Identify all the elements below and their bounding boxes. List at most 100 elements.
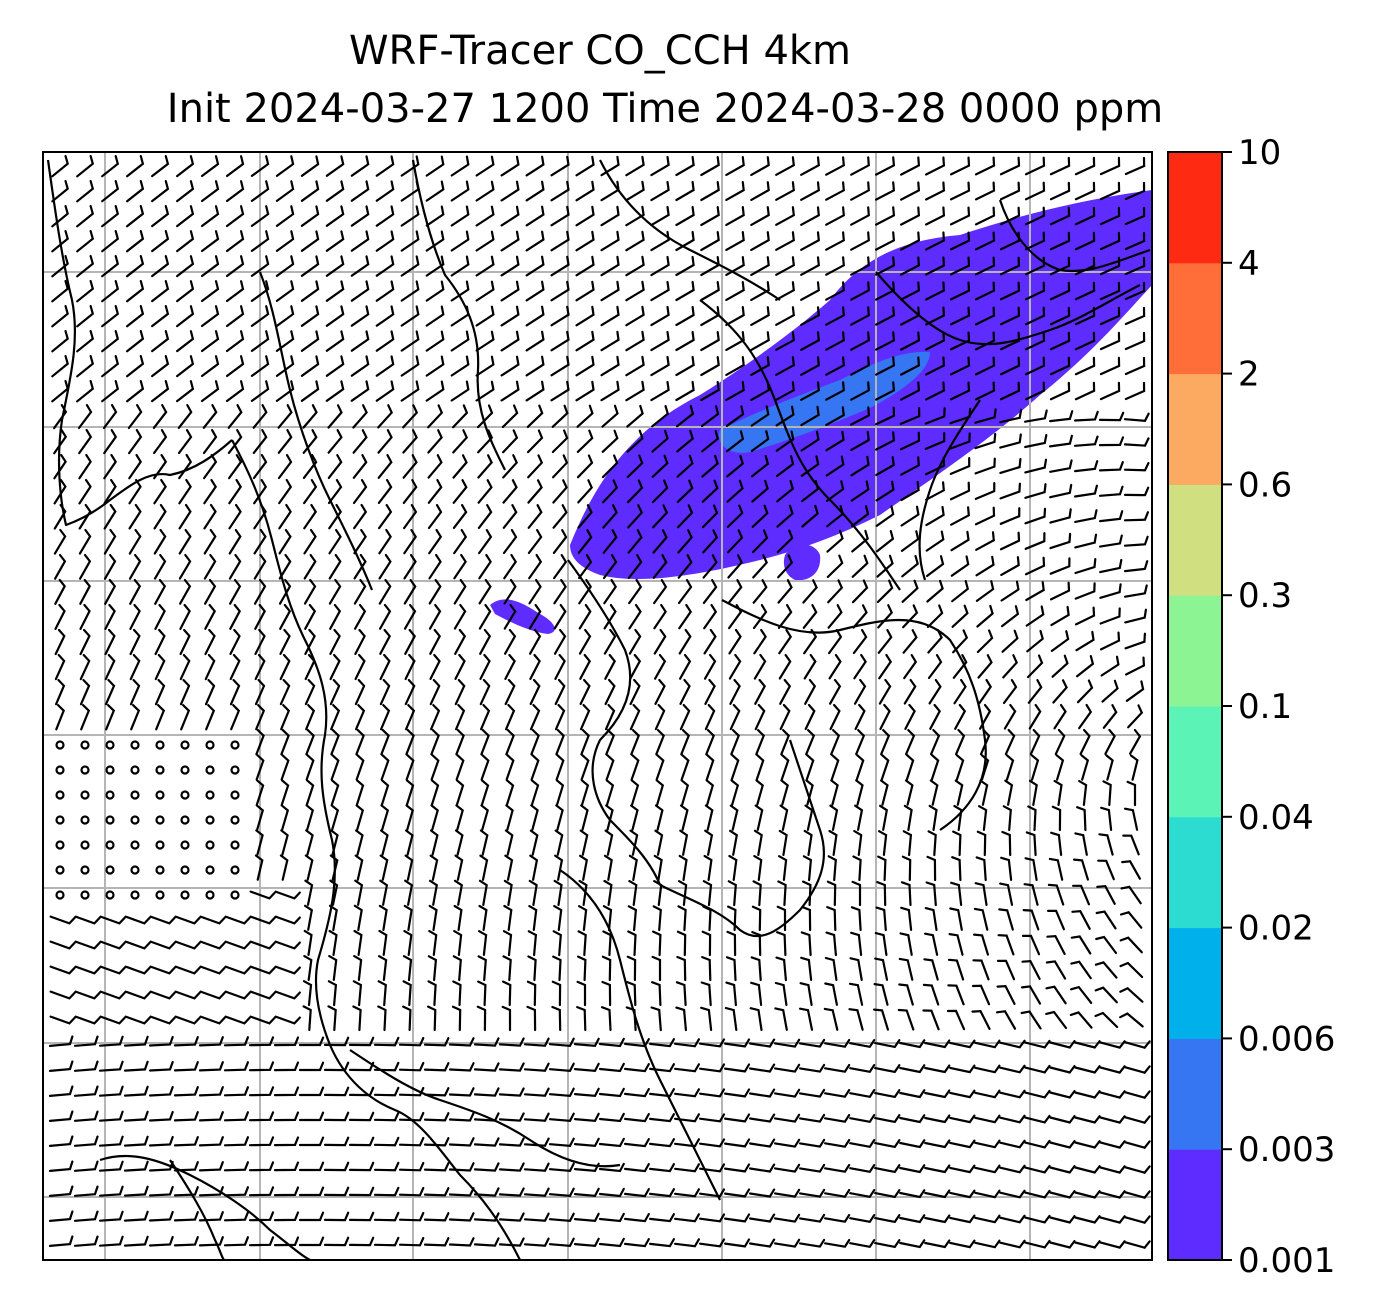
wind-barb [373,1211,400,1222]
wind-barb [800,256,820,276]
wind-barb [855,754,865,781]
wind-barb [874,1089,901,1099]
wind-barb [1051,805,1062,832]
wind-barb [98,1110,124,1122]
wind-barb [249,890,276,900]
wind-barb [1119,961,1144,979]
wind-barb [1045,985,1067,1005]
wind-barb [900,505,920,527]
wind-barb [1124,1065,1151,1074]
wind-barb [600,205,620,227]
wind-barb [1074,331,1096,351]
wind-barb [873,983,889,1006]
calm-wind-marker [230,765,240,775]
wind-barb [398,1211,425,1222]
wind-barb [173,1111,199,1122]
colorbar-tick-label: 0.001 [1238,1241,1335,1281]
wind-barb [751,931,762,957]
wind-barb [577,529,593,554]
wind-barb [749,1238,776,1248]
wind-barb [949,356,971,376]
wind-barb [254,854,264,881]
wind-barb [223,1036,249,1047]
wind-barb [176,355,195,378]
calm-wind-marker [180,815,190,825]
wind-barb [725,405,745,427]
wind-barb [578,905,588,931]
wind-barb [775,331,795,351]
wind-barb [353,929,363,956]
wind-barb [573,1212,600,1223]
wind-barb [629,653,642,680]
wind-barb [1049,381,1071,401]
wind-barb [1002,805,1012,832]
wind-barb [651,479,669,504]
wind-barb [224,965,251,975]
wind-barb [825,231,845,251]
wind-barb [899,1039,926,1049]
wind-barb [529,703,541,731]
wind-barb [423,1087,450,1097]
wind-barb [248,1061,275,1072]
wind-barb [454,854,464,881]
wind-barb [1049,256,1071,276]
wind-barb [405,754,415,781]
wind-barb [1095,910,1117,930]
wind-barb [428,603,442,630]
wind-barb [922,1009,940,1031]
wind-barb [501,1005,512,1032]
wind-barb [999,433,1022,449]
wind-barb [378,553,392,580]
wind-barb [200,355,220,378]
wind-barb [924,456,946,476]
wind-barb [999,331,1021,351]
wind-barb [280,779,290,806]
wind-barb [804,703,816,731]
wind-barb [1024,1039,1051,1049]
wind-barb [277,454,293,480]
border [349,1049,621,1168]
border [699,299,901,591]
wind-barb [749,1188,776,1198]
wind-barb [824,1088,851,1098]
wind-barb [178,503,192,530]
wind-barb [702,579,718,604]
wind-barb [726,430,745,453]
wind-barb [352,404,368,429]
wind-barb [924,1039,951,1049]
wind-barb [402,955,413,982]
colorbar-tick-label: 0.02 [1238,909,1314,949]
wind-barb [548,1137,575,1147]
wind-barb [475,355,495,377]
wind-barb [74,1015,101,1025]
wind-barb [380,779,390,806]
wind-barb [452,479,468,504]
wind-barb [225,280,245,303]
border [918,399,981,581]
wind-barb [498,1237,525,1247]
wind-barb [199,965,226,975]
wind-barb [404,628,417,655]
wind-barb [348,1211,375,1222]
wind-barb [555,804,564,831]
wind-barb [274,1015,301,1025]
wind-barb [278,503,292,530]
wind-barb [775,206,795,226]
wind-barb [398,1111,425,1122]
wind-barb [1053,779,1063,806]
calm-wind-marker [130,890,140,900]
wind-barb [803,653,817,680]
wind-barb [850,906,862,932]
wind-barb [1099,510,1124,523]
wind-barb [775,455,795,478]
wind-barb [200,280,220,303]
wind-barb [550,180,570,202]
wind-barb [1074,1190,1101,1199]
wind-barb [725,306,745,326]
wind-barb [628,603,642,630]
wind-barb [925,206,946,226]
wind-barb [578,879,588,906]
wind-barb [825,281,845,301]
wind-barb [255,779,265,806]
wind-barb [700,405,720,428]
